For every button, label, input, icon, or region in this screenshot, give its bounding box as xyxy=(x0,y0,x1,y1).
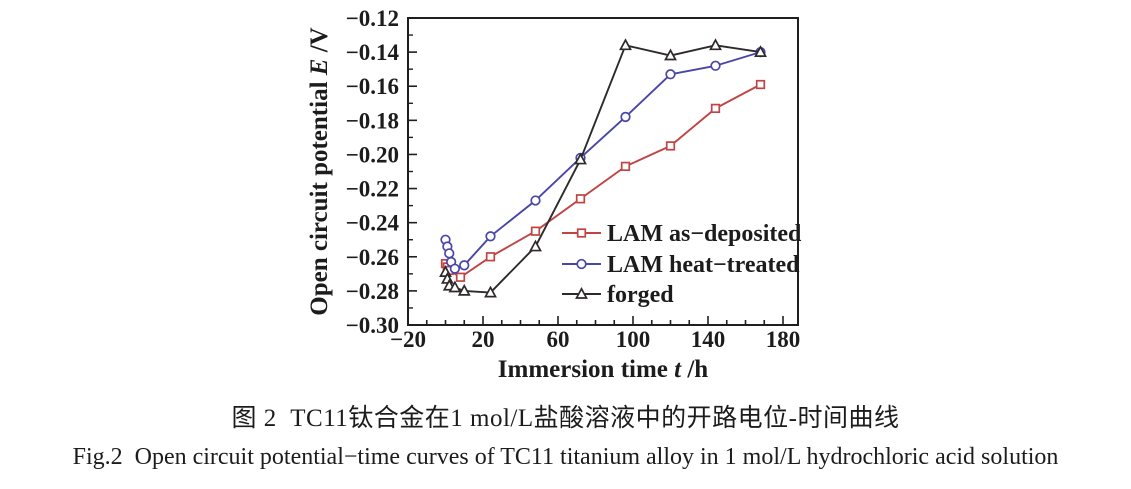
series-square xyxy=(440,79,766,282)
data-point xyxy=(710,103,721,114)
x-axis-title: Immersion time t /h xyxy=(498,356,708,383)
x-tick-label: 140 xyxy=(691,327,726,352)
y-tick-label: −0.16 xyxy=(346,74,399,99)
data-point xyxy=(485,231,496,242)
y-tick-label: −0.18 xyxy=(346,108,399,133)
data-point xyxy=(484,285,497,298)
series-triangle xyxy=(439,38,767,298)
data-point xyxy=(709,38,722,51)
legend-item-0: LAM as−deposited xyxy=(562,221,802,247)
data-point xyxy=(457,283,471,296)
data-point xyxy=(448,280,462,293)
legend-label: forged xyxy=(607,282,674,308)
data-point xyxy=(455,272,466,282)
data-point xyxy=(665,141,676,151)
legend-marker xyxy=(575,287,588,299)
plot-border xyxy=(407,17,799,326)
data-point xyxy=(575,194,586,204)
legend-marker xyxy=(576,258,587,270)
y-tick-label: −0.28 xyxy=(346,279,399,304)
data-point xyxy=(664,48,677,61)
x-tick-label: 100 xyxy=(616,327,651,352)
x-tick-label: −20 xyxy=(390,327,426,352)
data-point xyxy=(485,252,496,262)
y-tick-label: −0.22 xyxy=(346,177,399,202)
data-point xyxy=(574,152,587,165)
data-point xyxy=(755,79,766,90)
data-point xyxy=(620,161,631,172)
data-point xyxy=(530,195,541,206)
x-tick-label: 60 xyxy=(547,327,570,352)
y-tick-label: −0.30 xyxy=(346,313,399,338)
y-axis-title: Open circuit potential E /V xyxy=(306,27,333,315)
y-tick-label: −0.24 xyxy=(346,211,400,236)
series-line-0 xyxy=(444,83,761,279)
y-tick-label: −0.12 xyxy=(346,6,399,31)
chart-svg: −20 20 60 100 140 180 −0.12 −0.14 −0.16 −0.18 −0.2… xyxy=(306,6,802,383)
data-point xyxy=(459,260,470,271)
legend-marker xyxy=(576,228,587,238)
potential-time-chart: −20 20 60 100 140 180 −0.12 −0.14 −0.16 −0.18 −0.2… xyxy=(306,6,802,383)
data-point xyxy=(665,69,676,80)
caption-english: Fig.2 Open circuit potential−time curves… xyxy=(72,444,1059,470)
data-point xyxy=(710,60,721,71)
x-tick-label: 20 xyxy=(472,327,495,352)
caption-chinese: 图 2 TC11钛合金在1 mol/L盐酸溶液中的开路电位-时间曲线 xyxy=(231,405,900,432)
y-tick-label: −0.26 xyxy=(346,245,399,270)
data-point xyxy=(444,248,455,259)
data-point xyxy=(449,263,461,274)
legend-label: LAM as−deposited xyxy=(607,221,802,247)
x-tick-label: 180 xyxy=(766,327,801,352)
data-point xyxy=(620,111,631,123)
y-tick-label: −0.14 xyxy=(346,40,400,65)
legend-item-2: forged xyxy=(562,282,674,308)
data-point xyxy=(619,38,632,51)
data-point xyxy=(754,45,767,57)
legend-label: LAM heat−treated xyxy=(607,252,800,278)
legend-item-1: LAM heat−treated xyxy=(562,252,800,278)
data-point xyxy=(529,239,542,252)
y-tick-label: −0.20 xyxy=(346,142,399,167)
data-point xyxy=(530,226,541,236)
